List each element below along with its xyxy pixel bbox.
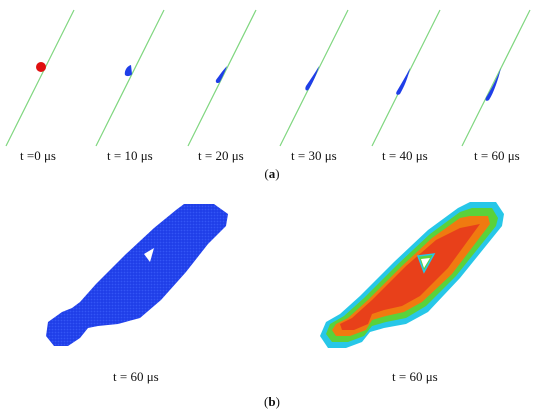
droplet-deformed	[305, 66, 319, 91]
frame-label-t10: t = 10 μs	[107, 148, 153, 163]
caption-b: (b)	[264, 394, 280, 409]
frame-t60-graphic	[461, 9, 531, 147]
frame-t60	[460, 8, 532, 148]
frame-t10-graphic	[95, 9, 165, 147]
debris-hole	[144, 248, 154, 262]
droplet	[36, 62, 46, 72]
droplet-deformed	[485, 68, 501, 101]
frame-t0	[4, 8, 76, 148]
frame-t20-graphic	[187, 9, 257, 147]
droplet-deformed	[124, 65, 132, 77]
frame-label-t20: t = 20 μs	[198, 148, 244, 163]
droplet-deformed	[215, 66, 227, 84]
frame-t30	[278, 8, 350, 148]
frame-label-t60: t = 60 μs	[474, 148, 520, 163]
contour-hole	[421, 258, 430, 268]
frame-t10	[94, 8, 166, 148]
impact-surface-line	[95, 9, 165, 147]
frame-t20	[186, 8, 258, 148]
impact-surface-line	[5, 9, 75, 147]
frame-label-t30: t = 30 μs	[291, 148, 337, 163]
frame-t0-graphic	[5, 9, 75, 147]
frame-label-t0: t =0 μs	[20, 148, 56, 163]
debris-body	[46, 204, 228, 346]
debris-cloud-blue	[46, 204, 228, 346]
impact-surface-line	[187, 9, 257, 147]
contour-core	[340, 224, 480, 330]
frame-t40	[370, 8, 442, 148]
panel-a: t =0 μs t = 10 μs t = 20 μs t = 30 μs t …	[0, 0, 550, 181]
frame-t30-graphic	[279, 9, 349, 147]
droplet-deformed	[396, 68, 410, 95]
debris-cloud-contour	[320, 202, 504, 348]
impact-surface-line	[461, 9, 531, 147]
frame-t40-graphic	[371, 9, 441, 147]
label-right: t = 60 μs	[392, 369, 438, 384]
caption-a: (a)	[264, 166, 280, 181]
frame-label-t40: t = 40 μs	[382, 148, 428, 163]
label-left: t = 60 μs	[113, 369, 159, 384]
